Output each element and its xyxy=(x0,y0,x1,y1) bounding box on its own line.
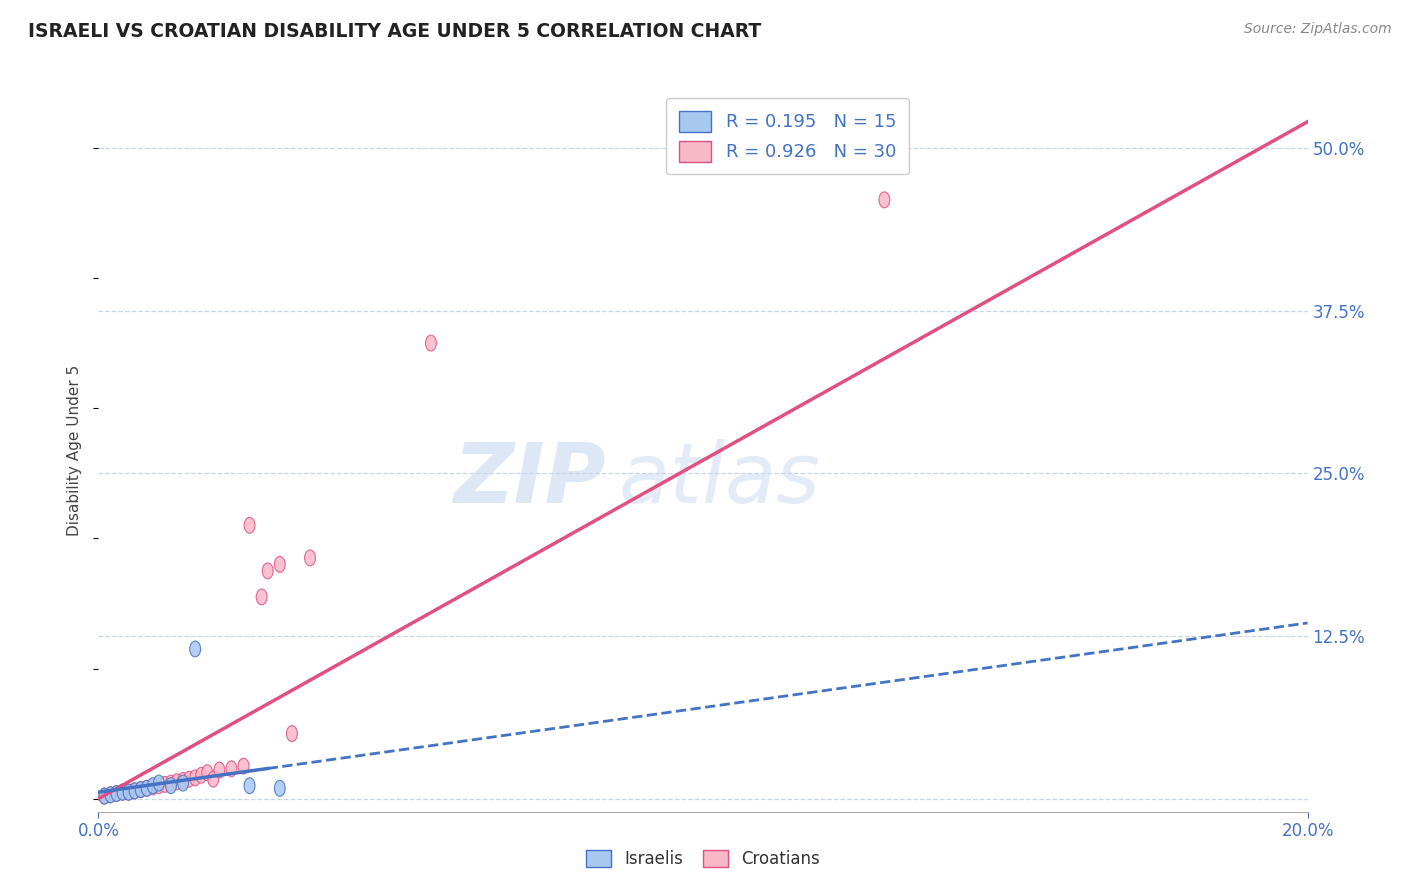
Ellipse shape xyxy=(238,758,249,774)
Ellipse shape xyxy=(142,780,152,797)
Ellipse shape xyxy=(153,775,165,791)
Ellipse shape xyxy=(190,770,201,786)
Ellipse shape xyxy=(184,772,194,787)
Ellipse shape xyxy=(305,549,315,566)
Ellipse shape xyxy=(148,778,159,794)
Ellipse shape xyxy=(98,789,110,804)
Ellipse shape xyxy=(195,767,207,783)
Ellipse shape xyxy=(263,563,273,579)
Ellipse shape xyxy=(117,784,128,800)
Ellipse shape xyxy=(117,784,128,800)
Ellipse shape xyxy=(274,557,285,573)
Ellipse shape xyxy=(245,778,254,794)
Ellipse shape xyxy=(135,781,146,797)
Ellipse shape xyxy=(177,772,188,789)
Ellipse shape xyxy=(148,779,159,795)
Ellipse shape xyxy=(159,776,170,792)
Legend: Israelis, Croatians: Israelis, Croatians xyxy=(579,843,827,875)
Ellipse shape xyxy=(879,192,890,208)
Ellipse shape xyxy=(214,762,225,778)
Ellipse shape xyxy=(105,787,115,803)
Text: ZIP: ZIP xyxy=(454,439,606,520)
Ellipse shape xyxy=(202,764,212,780)
Ellipse shape xyxy=(153,778,165,794)
Ellipse shape xyxy=(426,335,436,351)
Ellipse shape xyxy=(111,786,122,801)
Ellipse shape xyxy=(226,761,236,777)
Y-axis label: Disability Age Under 5: Disability Age Under 5 xyxy=(67,365,83,536)
Ellipse shape xyxy=(166,775,176,791)
Ellipse shape xyxy=(98,789,110,804)
Ellipse shape xyxy=(111,786,122,801)
Ellipse shape xyxy=(129,783,141,799)
Ellipse shape xyxy=(124,784,134,800)
Ellipse shape xyxy=(105,787,115,803)
Ellipse shape xyxy=(166,778,176,794)
Ellipse shape xyxy=(172,774,183,789)
Ellipse shape xyxy=(287,726,297,741)
Ellipse shape xyxy=(129,783,141,799)
Ellipse shape xyxy=(142,780,152,797)
Ellipse shape xyxy=(135,781,146,797)
Text: atlas: atlas xyxy=(619,439,820,520)
Ellipse shape xyxy=(208,772,219,787)
Text: Source: ZipAtlas.com: Source: ZipAtlas.com xyxy=(1244,22,1392,37)
Ellipse shape xyxy=(124,784,134,800)
Ellipse shape xyxy=(245,517,254,533)
Text: ISRAELI VS CROATIAN DISABILITY AGE UNDER 5 CORRELATION CHART: ISRAELI VS CROATIAN DISABILITY AGE UNDER… xyxy=(28,22,762,41)
Ellipse shape xyxy=(256,589,267,605)
Ellipse shape xyxy=(274,780,285,797)
Legend: R = 0.195   N = 15, R = 0.926   N = 30: R = 0.195 N = 15, R = 0.926 N = 30 xyxy=(666,98,910,174)
Ellipse shape xyxy=(190,641,201,657)
Ellipse shape xyxy=(177,775,188,791)
